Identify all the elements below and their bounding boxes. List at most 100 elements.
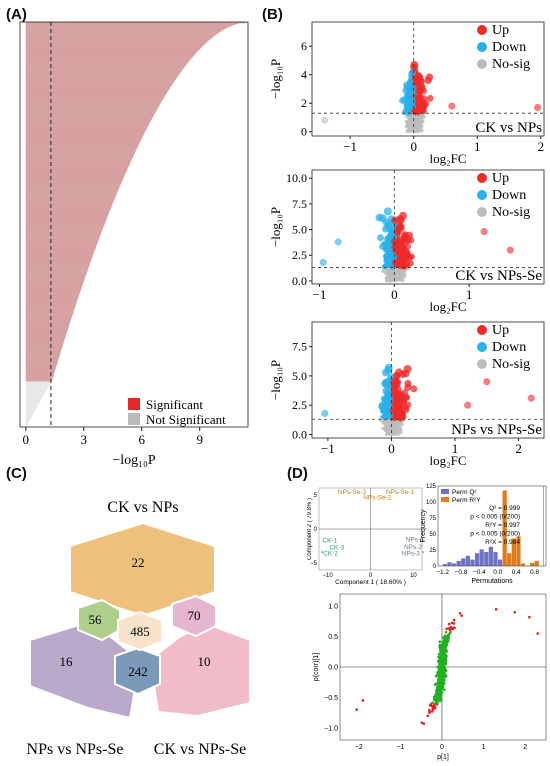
panel-label-d: (D): [287, 465, 308, 482]
y-tick-label: −5: [310, 561, 318, 567]
bar: [25, 176, 124, 179]
y-tick-label: 2.5: [292, 248, 307, 262]
bar: [25, 249, 95, 252]
point-high-vip: [426, 714, 430, 718]
x-axis-label: log₂FC: [429, 151, 466, 166]
x-tick-label: 0: [369, 573, 373, 579]
bar: [25, 236, 100, 238]
point-down: [387, 428, 391, 433]
point-low-vip: [439, 698, 442, 702]
bar: [25, 191, 118, 193]
bar: [25, 230, 102, 232]
bar: [25, 148, 137, 150]
bar: [25, 250, 95, 253]
x-tick-label: −1: [321, 441, 335, 456]
bar: [25, 83, 173, 86]
bar: [25, 261, 91, 264]
bar: [25, 143, 139, 145]
bar: [479, 549, 484, 566]
bar: [25, 292, 80, 294]
point-low-vip: [436, 693, 440, 696]
point-outlier: [528, 615, 531, 619]
bar: [25, 54, 195, 56]
bar: [25, 214, 109, 216]
stat-annotation: p < 0.005 (0/200): [470, 514, 520, 521]
bar: [25, 252, 94, 255]
bar: [25, 327, 69, 330]
x-ticks: 0 3 6 9: [23, 427, 203, 447]
x-tick-label: 0: [388, 441, 395, 456]
point-down: [383, 207, 392, 216]
bar: [25, 341, 64, 344]
bar: [25, 335, 66, 338]
x-tick-label: 0.0: [493, 569, 502, 576]
y-tick-label: 1.0: [328, 604, 338, 611]
bar: [25, 207, 112, 209]
point-down: [381, 405, 388, 412]
bar: [25, 258, 92, 261]
bar: [25, 424, 27, 427]
point-down: [388, 279, 392, 283]
bar: [25, 44, 204, 46]
bar: [461, 558, 466, 566]
legend-label-not-significant: Not Significant: [146, 412, 226, 427]
point-up: [403, 365, 412, 373]
bar: [25, 363, 58, 365]
bar: [25, 91, 168, 94]
point-high-vip: [422, 722, 426, 725]
y-tick-label: 5.0: [292, 369, 307, 383]
bar: [25, 51, 198, 53]
bar: [25, 58, 191, 60]
bar: [25, 270, 88, 272]
bar: [507, 553, 512, 566]
bar: [25, 226, 104, 228]
point-high-vip: [460, 614, 464, 617]
bar: [25, 406, 37, 409]
bar: [25, 339, 65, 342]
legend-swatch: [477, 325, 487, 335]
set-label-ck-vs-nps: CK vs NPs: [107, 499, 178, 516]
bar: [25, 185, 121, 187]
y-tick-label: 2: [301, 96, 307, 110]
volcano-plot-ck-vs-nps: −1 0 1 2 0 2 4 6 log₂FC −log₁₀P CK vs NPs Up Down No-…: [268, 21, 545, 166]
bar: [25, 33, 218, 35]
bar: [25, 415, 32, 418]
bar: [25, 379, 53, 381]
point-outlier: [536, 632, 539, 635]
bar: [25, 293, 80, 295]
bar: [25, 128, 147, 130]
bar: [25, 360, 59, 362]
bar: [25, 25, 232, 27]
x-tick-label: 0: [391, 287, 398, 302]
point-low-vip: [439, 694, 443, 697]
point-down: [382, 418, 386, 423]
point-low-vip: [442, 642, 445, 646]
bar: [25, 271, 88, 273]
bar: [25, 247, 96, 250]
bar: [25, 57, 192, 59]
legend-label: Down: [492, 40, 526, 55]
point-up: [390, 388, 398, 396]
stat-annotation: p < 0.005 (0/200): [470, 531, 520, 538]
bar: [25, 23, 239, 25]
bar: [25, 56, 193, 58]
point-low-vip: [441, 646, 445, 650]
bar: [25, 97, 164, 100]
bar: [25, 416, 32, 419]
bar: [25, 84, 172, 87]
bar: [25, 221, 106, 223]
point-up: [405, 267, 410, 271]
bar: [25, 409, 36, 412]
point-down: [380, 426, 385, 431]
bar: [25, 305, 76, 307]
bar: [25, 120, 151, 122]
bar: [25, 354, 60, 356]
bar-group: [25, 22, 247, 428]
bar: [25, 276, 86, 278]
x-tick-label: 1: [466, 287, 473, 302]
bar: [25, 180, 122, 183]
y-tick-label: 4: [301, 68, 307, 82]
panel-label-a: (A): [6, 6, 27, 23]
x-tick-label: 0: [23, 432, 30, 447]
bar: [25, 405, 38, 408]
